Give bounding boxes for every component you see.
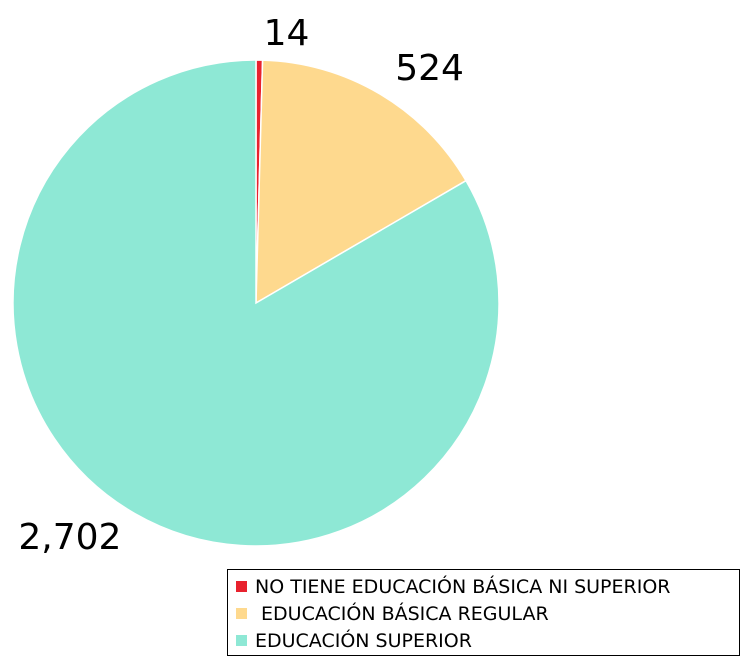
legend-item-no-tiene-educacion: NO TIENE EDUCACIÓN BÁSICA NI SUPERIOR [236,573,739,600]
legend-item-educacion-superior: EDUCACIÓN SUPERIOR [236,627,739,654]
legend-label-no-tiene-educacion: NO TIENE EDUCACIÓN BÁSICA NI SUPERIOR [255,575,671,598]
legend-label-educacion-superior: EDUCACIÓN SUPERIOR [255,629,472,652]
legend-item-educacion-basica-regular: EDUCACIÓN BÁSICA REGULAR [236,600,739,627]
legend-swatch-no-tiene-educacion [236,581,247,592]
pie-slice-educacion-superior [12,59,500,547]
pie-slice-educacion-basica-regular [255,59,467,305]
legend-label-educacion-basica-regular: EDUCACIÓN BÁSICA REGULAR [255,602,549,625]
legend-swatch-educacion-basica-regular [236,608,247,619]
data-label-educacion-basica-regular: 524 [395,48,464,89]
data-label-no-tiene-educacion: 14 [264,13,310,54]
legend: NO TIENE EDUCACIÓN BÁSICA NI SUPERIOR ED… [227,569,740,656]
data-label-educacion-superior: 2,702 [18,517,121,558]
legend-swatch-educacion-superior [236,635,247,646]
